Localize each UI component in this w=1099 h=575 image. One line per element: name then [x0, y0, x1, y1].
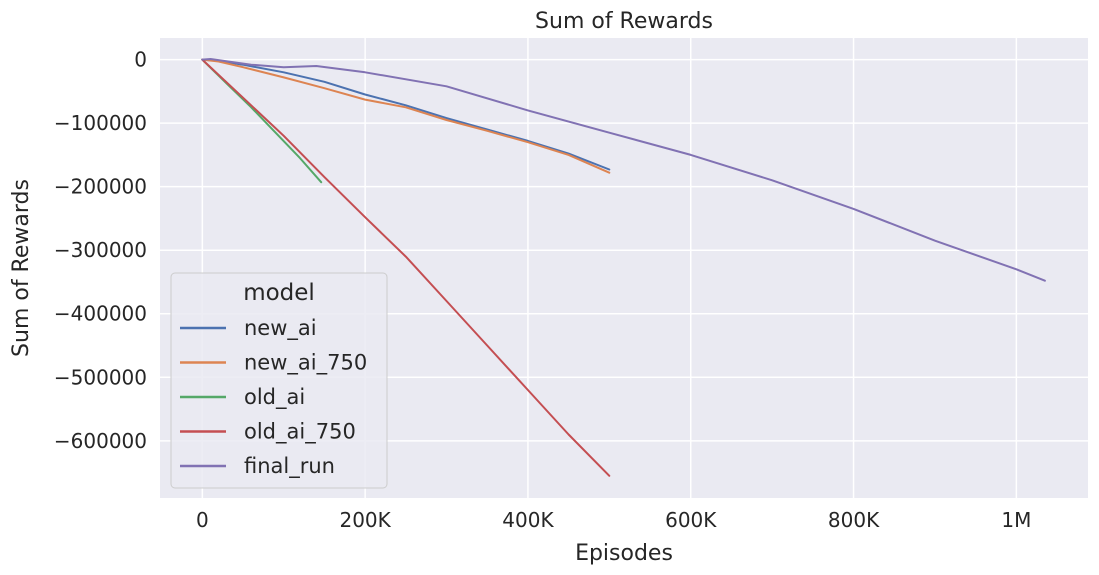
series-line-new-ai-750 — [201, 58, 611, 174]
legend-label: new_ai — [244, 316, 317, 341]
x-tick-label: 200K — [339, 508, 391, 532]
series-line-old-ai-750 — [201, 58, 611, 477]
y-gridlines — [160, 58, 1088, 442]
x-tick-label: 600K — [665, 508, 717, 532]
legend: model new_ai new_ai_750 old_ai old_ai_750fi… — [170, 272, 388, 489]
legend-label: old_ai_750 — [244, 420, 356, 445]
series-line-final-run — [201, 58, 1046, 282]
legend-title: model — [243, 280, 315, 306]
y-tick-labels: 0 −100000 −200000 −300000 −400000 −500000 −600… — [54, 48, 147, 453]
chart-title: Sum of Rewards — [535, 9, 713, 34]
x-tick-label: 1M — [1001, 508, 1031, 532]
y-tick-label: 0 — [134, 48, 147, 72]
series-line-new-ai — [201, 58, 611, 171]
series-lines — [201, 58, 1046, 477]
x-tick-label: 0 — [196, 508, 209, 532]
y-tick-label: −300000 — [54, 238, 147, 262]
y-tick-label: −600000 — [54, 429, 147, 453]
legend-label: final_run — [244, 454, 335, 479]
y-axis-label: Sum of Rewards — [9, 179, 34, 357]
x-tick-labels: 0 200K 400K 600K 800K 1M — [196, 508, 1031, 532]
y-tick-label: −100000 — [54, 111, 147, 135]
y-tick-label: −500000 — [54, 365, 147, 389]
y-tick-label: −200000 — [54, 175, 147, 199]
legend-label: old_ai — [244, 385, 305, 410]
x-axis-label: Episodes — [575, 541, 673, 566]
x-tick-label: 400K — [502, 508, 554, 532]
legend-label: new_ai_750 — [244, 351, 367, 376]
x-tick-label: 800K — [828, 508, 880, 532]
y-tick-label: −400000 — [54, 302, 147, 326]
